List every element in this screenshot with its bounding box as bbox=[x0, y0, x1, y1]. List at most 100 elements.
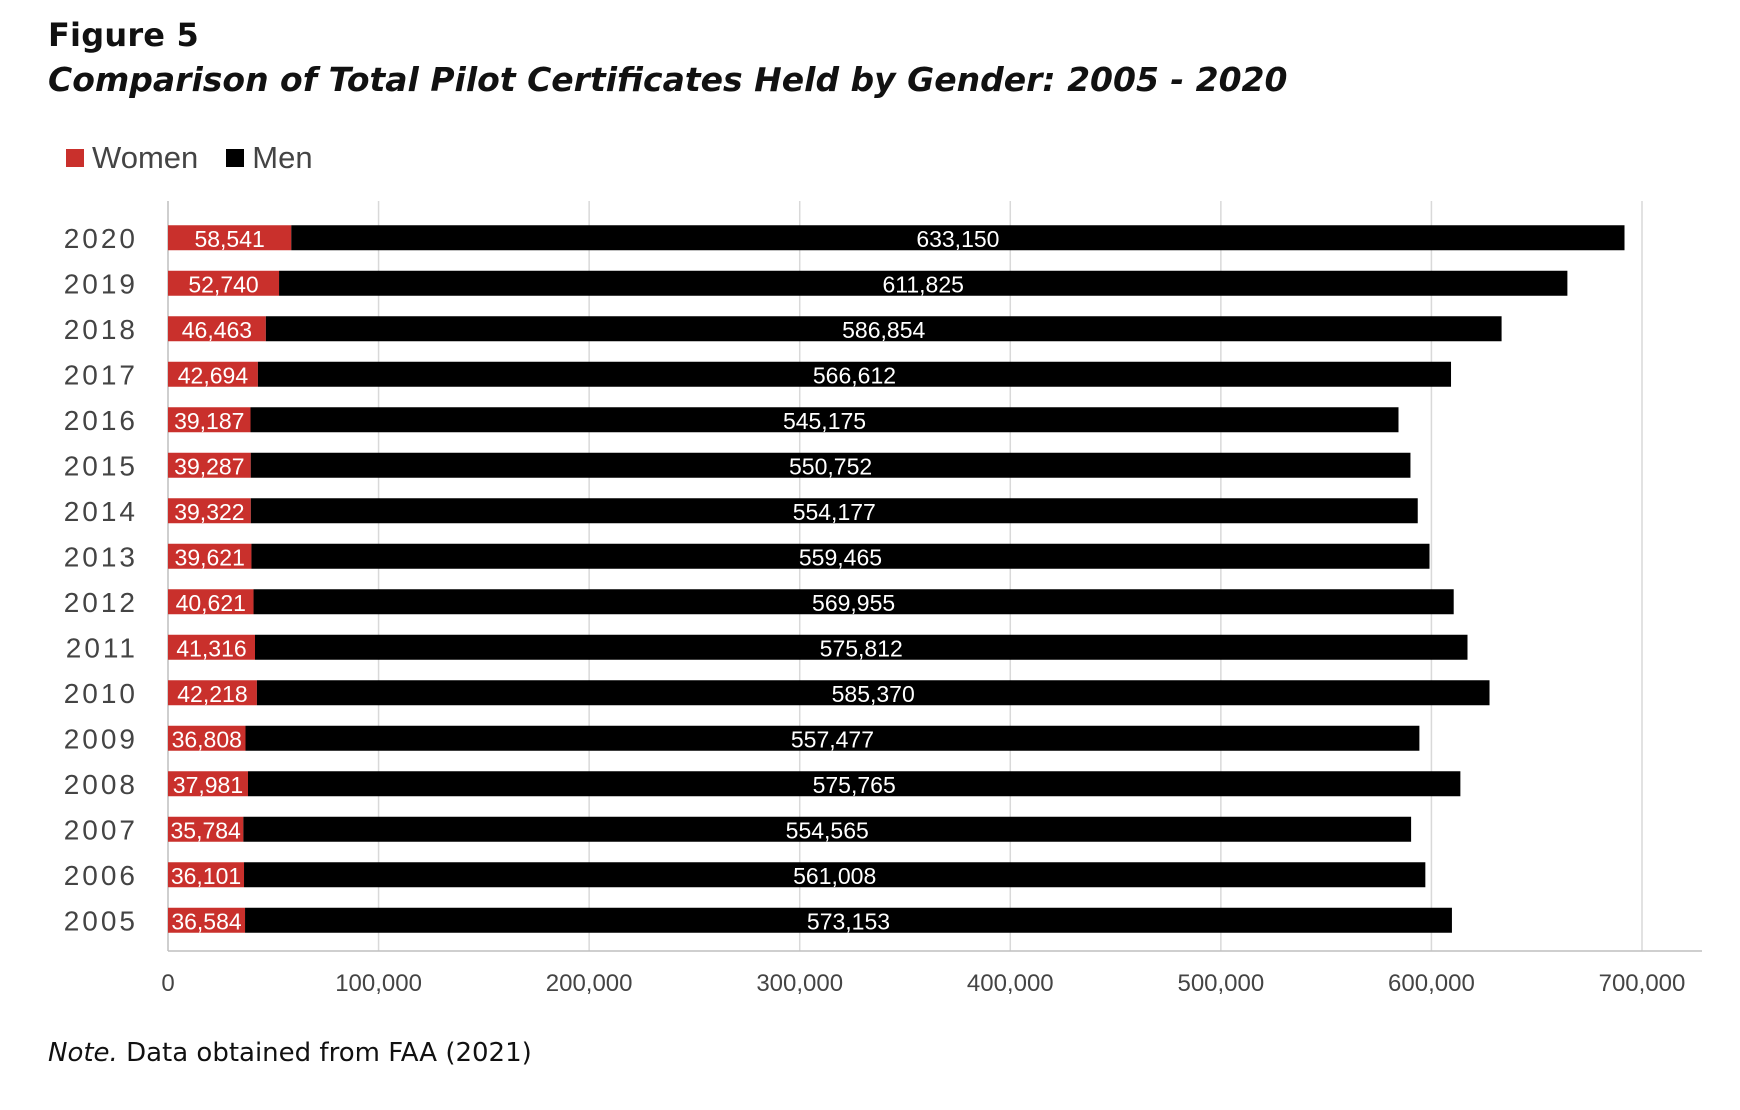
bar-women bbox=[168, 225, 292, 251]
data-label-women: 39,187 bbox=[174, 408, 244, 434]
bar-men bbox=[254, 634, 1468, 660]
y-tick-label: 2012 bbox=[64, 587, 138, 618]
data-label-women: 41,316 bbox=[176, 635, 246, 661]
data-label-women: 36,584 bbox=[171, 908, 242, 934]
data-label-men: 611,825 bbox=[883, 271, 964, 297]
data-label-women: 42,218 bbox=[177, 681, 247, 707]
data-label-women: 52,740 bbox=[188, 271, 258, 297]
x-tick-label: 500,000 bbox=[1177, 970, 1264, 997]
bar-women bbox=[168, 862, 245, 888]
bar-women bbox=[168, 543, 252, 569]
y-tick-label: 2018 bbox=[64, 314, 138, 345]
data-label-men: 566,612 bbox=[813, 362, 896, 388]
bar-women bbox=[168, 680, 257, 706]
x-tick-label: 200,000 bbox=[546, 970, 633, 997]
y-tick-label: 2020 bbox=[64, 223, 138, 254]
y-tick-label: 2013 bbox=[64, 541, 138, 572]
y-tick-label: 2005 bbox=[64, 905, 138, 936]
bar-women bbox=[168, 907, 246, 933]
y-tick-label: 2006 bbox=[64, 860, 138, 891]
legend-swatch-men bbox=[226, 149, 245, 167]
data-label-women: 35,784 bbox=[170, 817, 241, 843]
bar-men bbox=[247, 771, 1461, 797]
data-label-men: 633,150 bbox=[916, 226, 999, 252]
data-label-men: 575,765 bbox=[813, 772, 896, 798]
chart-area: 0 100,000 200,000 300,000 400,000 500,000 600,… bbox=[0, 180, 1740, 1020]
bar-men bbox=[250, 498, 1418, 524]
data-label-women: 39,287 bbox=[174, 453, 244, 479]
bar-women bbox=[168, 498, 251, 524]
data-label-women: 39,322 bbox=[174, 499, 244, 525]
note-text: Data obtained from FAA (2021) bbox=[126, 1038, 532, 1068]
legend-label-women: Women bbox=[92, 140, 199, 175]
data-label-women: 42,694 bbox=[178, 362, 249, 388]
x-tick-label: 700,000 bbox=[1599, 970, 1686, 997]
data-label-men: 550,752 bbox=[789, 453, 872, 479]
bar-women bbox=[168, 816, 244, 842]
x-tick-label: 100,000 bbox=[335, 970, 422, 997]
bar-women bbox=[168, 771, 248, 797]
data-label-men: 545,175 bbox=[783, 408, 866, 434]
bar-men bbox=[244, 862, 1426, 888]
bar-women bbox=[168, 270, 280, 296]
data-label-men: 575,812 bbox=[820, 635, 903, 661]
bar-men bbox=[253, 589, 1454, 615]
data-label-women: 37,981 bbox=[173, 772, 243, 798]
data-label-women: 36,101 bbox=[171, 863, 241, 889]
figure-title: Comparison of Total Pilot Certificates H… bbox=[48, 60, 1288, 99]
bar-men bbox=[243, 816, 1412, 842]
bar-women bbox=[168, 452, 251, 478]
bar-men bbox=[245, 907, 1452, 933]
x-tick-label: 0 bbox=[161, 970, 174, 997]
y-tick-label: 2007 bbox=[64, 814, 138, 845]
data-label-men: 554,177 bbox=[793, 499, 876, 525]
y-tick-label: 2019 bbox=[64, 268, 138, 299]
bar-men bbox=[291, 225, 1625, 251]
y-tick-label: 2010 bbox=[64, 678, 138, 709]
x-tick-label: 300,000 bbox=[756, 970, 843, 997]
data-label-men: 586,854 bbox=[842, 317, 925, 343]
bar-men bbox=[279, 270, 1568, 296]
data-label-men: 557,477 bbox=[791, 726, 874, 752]
y-tick-label: 2008 bbox=[64, 769, 138, 800]
chart-legend: Women Men bbox=[66, 140, 341, 176]
data-label-women: 40,621 bbox=[176, 590, 246, 616]
data-label-men: 569,955 bbox=[812, 590, 895, 616]
note-prefix: Note. bbox=[48, 1038, 118, 1068]
data-label-men: 559,465 bbox=[799, 544, 882, 570]
legend-swatch-women bbox=[66, 149, 84, 167]
bar-women bbox=[168, 361, 258, 387]
figure-label: Figure 5 bbox=[48, 16, 200, 54]
bar-chart: 0 100,000 200,000 300,000 400,000 500,000 600,… bbox=[64, 201, 1702, 997]
bar-women bbox=[168, 634, 255, 660]
bar-men bbox=[250, 407, 1399, 433]
y-tick-label: 2014 bbox=[64, 496, 138, 527]
bar-women bbox=[168, 589, 254, 615]
y-tick-label: 2011 bbox=[66, 632, 138, 663]
y-tick-label: 2009 bbox=[64, 723, 138, 754]
data-label-men: 561,008 bbox=[793, 863, 876, 889]
data-label-men: 585,370 bbox=[832, 681, 915, 707]
bar-men bbox=[250, 452, 1411, 478]
bar-men bbox=[245, 725, 1420, 751]
data-label-women: 36,808 bbox=[172, 726, 242, 752]
y-tick-label: 2016 bbox=[64, 405, 138, 436]
figure-note: Note. Data obtained from FAA (2021) bbox=[48, 1038, 532, 1068]
data-label-men: 573,153 bbox=[807, 908, 890, 934]
legend-item-women: Women bbox=[66, 140, 198, 176]
y-tick-label: 2015 bbox=[64, 450, 138, 481]
x-tick-label: 600,000 bbox=[1388, 970, 1475, 997]
bar-men bbox=[265, 316, 1502, 342]
y-tick-label: 2017 bbox=[64, 359, 138, 390]
x-tick-label: 400,000 bbox=[967, 970, 1054, 997]
bar-men bbox=[257, 361, 1452, 387]
legend-item-men: Men bbox=[226, 140, 313, 176]
legend-label-men: Men bbox=[252, 140, 313, 175]
bar-women bbox=[168, 725, 246, 751]
bar-men bbox=[251, 543, 1430, 569]
data-label-women: 39,621 bbox=[175, 544, 245, 570]
bar-women bbox=[168, 316, 266, 342]
bar-women bbox=[168, 407, 251, 433]
data-label-women: 58,541 bbox=[194, 226, 264, 252]
data-label-women: 46,463 bbox=[182, 317, 252, 343]
